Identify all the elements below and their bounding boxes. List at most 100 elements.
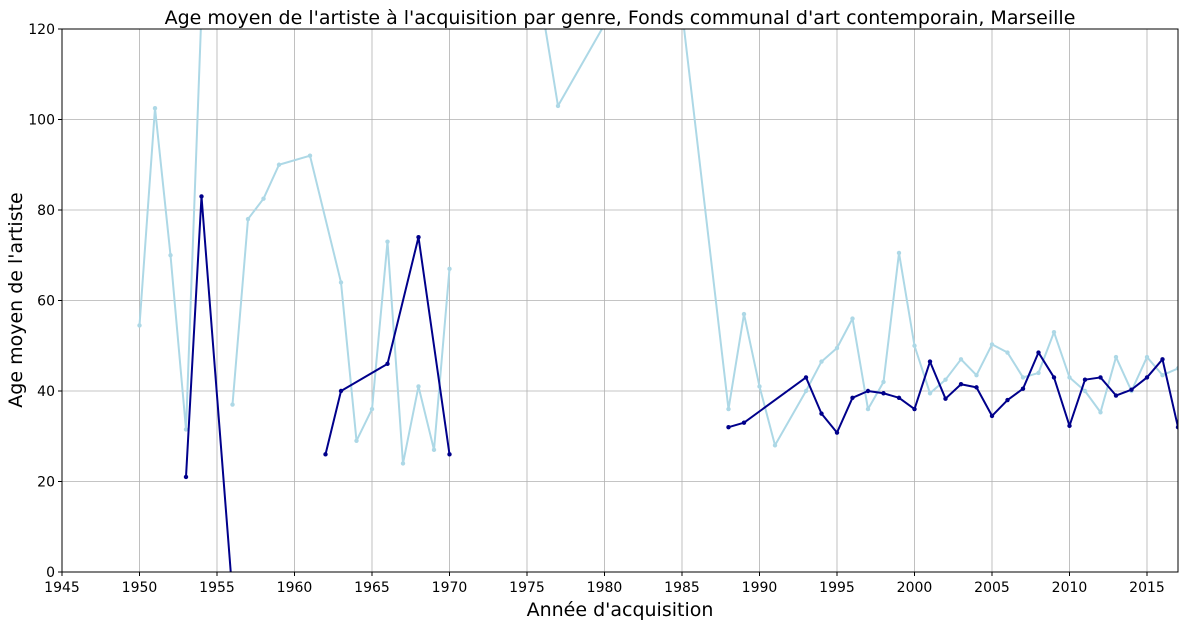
data-point xyxy=(912,406,917,412)
plot-area-frame xyxy=(61,28,1179,573)
data-point xyxy=(943,396,948,401)
data-point xyxy=(1067,375,1072,380)
data-point xyxy=(741,311,747,317)
series-line xyxy=(544,29,604,107)
data-point xyxy=(323,452,328,457)
data-point xyxy=(803,388,809,394)
chart-title: Age moyen de l'artiste à l'acquisition p… xyxy=(165,7,1076,29)
x-tick-label: 1985 xyxy=(664,580,700,596)
data-point xyxy=(1098,375,1103,380)
data-point xyxy=(1067,423,1072,429)
x-axis-label: Année d'acquisition xyxy=(527,599,714,621)
data-point xyxy=(1020,386,1026,391)
data-point xyxy=(1160,372,1165,378)
data-point xyxy=(1020,375,1026,380)
data-point xyxy=(943,377,948,382)
data-point xyxy=(385,239,390,244)
data-point xyxy=(757,384,762,389)
x-tick-label: 1955 xyxy=(199,580,235,596)
data-point xyxy=(354,438,359,443)
data-point xyxy=(276,162,282,167)
tick-labels: 1945 1950 1955 1960 1965 1970 1975 1980 1985 1990… xyxy=(28,22,1165,596)
y-tick-label: 80 xyxy=(37,203,55,219)
data-point xyxy=(338,280,344,285)
data-point xyxy=(958,357,964,362)
data-point xyxy=(230,402,235,407)
data-point xyxy=(307,153,313,158)
y-tick-label: 60 xyxy=(37,294,55,310)
x-tick-label: 1950 xyxy=(122,580,158,596)
data-point xyxy=(1036,370,1041,376)
data-point xyxy=(726,425,731,430)
data-point xyxy=(1144,375,1150,380)
data-point xyxy=(989,342,995,347)
data-point xyxy=(1098,410,1103,415)
x-tick-label: 1965 xyxy=(354,580,390,596)
data-point xyxy=(1005,397,1010,403)
data-point xyxy=(447,266,452,272)
data-point xyxy=(152,105,158,111)
data-point xyxy=(974,372,979,378)
y-tick-label: 100 xyxy=(28,113,55,129)
data-point xyxy=(772,443,778,448)
x-tick-label: 1990 xyxy=(742,580,778,596)
data-point xyxy=(261,196,266,201)
data-point xyxy=(183,474,189,480)
data-point xyxy=(896,250,902,256)
y-tick-label: 20 xyxy=(37,475,55,491)
data-point xyxy=(1113,393,1119,398)
data-point xyxy=(1051,329,1057,335)
data-point xyxy=(958,382,964,387)
data-point xyxy=(183,427,189,432)
x-tick-label: 1960 xyxy=(277,580,313,596)
data-point xyxy=(850,395,855,400)
data-point xyxy=(245,216,251,222)
x-tick-label: 2000 xyxy=(897,580,933,596)
data-point xyxy=(1129,387,1134,392)
data-point xyxy=(1113,354,1119,360)
data-point xyxy=(1175,425,1178,430)
x-tick-label: 1995 xyxy=(819,580,855,596)
y-tick-label: 120 xyxy=(28,22,55,38)
data-point xyxy=(927,391,933,396)
data-point xyxy=(834,345,840,351)
series-1 xyxy=(183,194,1178,572)
x-tick-label: 1980 xyxy=(587,580,623,596)
data-point xyxy=(865,406,871,412)
data-point xyxy=(1005,350,1010,355)
x-tick-label: 1970 xyxy=(432,580,468,596)
data-point xyxy=(416,384,421,389)
data-point xyxy=(912,343,917,348)
data-point xyxy=(865,388,871,394)
series-layer xyxy=(137,29,1178,572)
data-point xyxy=(1051,375,1057,380)
series-0 xyxy=(137,29,1178,466)
x-tick-label: 2015 xyxy=(1129,580,1165,596)
x-tick-label: 2010 xyxy=(1052,580,1088,596)
data-point xyxy=(431,447,437,453)
data-point xyxy=(1036,350,1041,355)
data-point xyxy=(447,452,452,457)
data-point xyxy=(881,391,886,396)
y-tick-label: 40 xyxy=(37,384,55,400)
data-point xyxy=(400,461,406,466)
x-tick-label: 1975 xyxy=(509,580,545,596)
data-point xyxy=(137,323,142,328)
data-point xyxy=(819,411,824,416)
data-point xyxy=(1144,354,1150,360)
data-point xyxy=(989,413,995,419)
data-point xyxy=(1082,377,1088,382)
data-point xyxy=(369,406,375,412)
data-point xyxy=(834,430,840,435)
data-point xyxy=(416,234,421,240)
data-point xyxy=(741,420,747,425)
data-point xyxy=(850,316,855,321)
data-point xyxy=(896,395,902,400)
data-point xyxy=(974,385,979,390)
data-point xyxy=(927,359,933,364)
series-line xyxy=(683,29,1178,447)
data-point xyxy=(1082,388,1088,394)
data-point xyxy=(881,379,886,385)
